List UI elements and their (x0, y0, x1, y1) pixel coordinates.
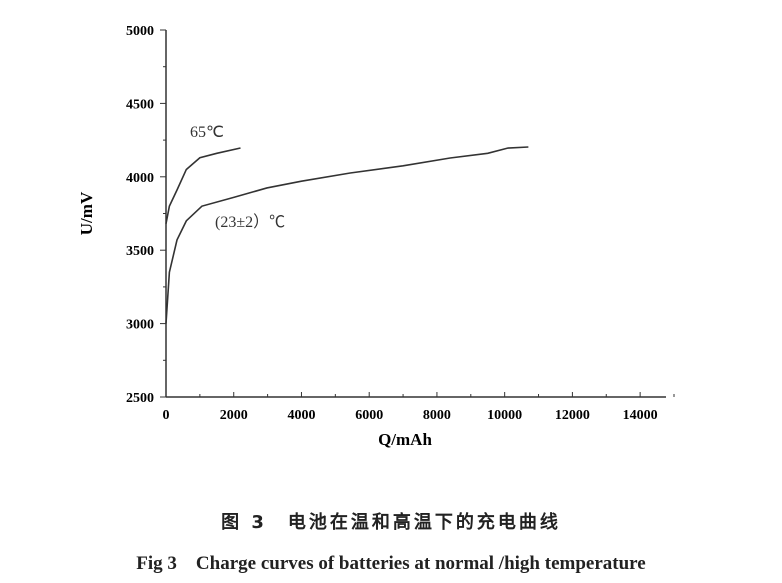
x-tick-label: 8000 (423, 408, 451, 423)
x-tick-label: 2000 (220, 408, 248, 423)
x-tick-label: 12000 (555, 408, 590, 423)
x-axis-label: Q/mAh (378, 430, 432, 449)
x-tick-label: 4000 (287, 408, 315, 423)
x-tick-label: 14000 (623, 408, 658, 423)
y-tick-label: 4500 (126, 97, 154, 112)
y-tick-label: 5000 (126, 24, 154, 39)
y-tick-label: 4000 (126, 171, 154, 186)
y-tick-label: 2500 (126, 391, 154, 406)
x-tick-label: 0 (163, 408, 170, 423)
x-tick-label: 6000 (355, 408, 383, 423)
series-label-1: (23±2）℃ (215, 213, 285, 231)
caption-english: Fig 3 Charge curves of batteries at norm… (136, 553, 646, 574)
x-tick-label: 10000 (487, 408, 522, 423)
y-tick-label: 3500 (126, 244, 154, 259)
y-tick-label: 3000 (126, 318, 154, 333)
caption-chinese: 图 3 电池在温和高温下的充电曲线 (221, 512, 561, 533)
y-axis-label: U/mV (77, 191, 96, 235)
series-label-0: 65℃ (190, 124, 224, 141)
series-line-0 (165, 147, 241, 224)
series-line-1 (165, 146, 529, 324)
chart: 0 2000 4000 6000 8000 10000 12000 14000 2500 3000… (77, 24, 675, 449)
